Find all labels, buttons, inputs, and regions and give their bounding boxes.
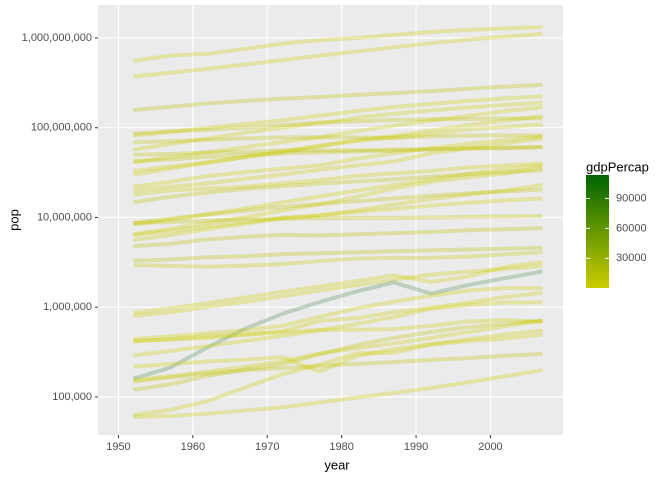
series-line: [133, 285, 543, 342]
series-line: [133, 300, 543, 358]
series-line: [132, 269, 543, 381]
series-line: [133, 114, 543, 173]
series-line: [133, 116, 543, 136]
series-line: [133, 264, 543, 318]
colorbar: [586, 175, 609, 288]
y-tick-label: 1,000,000: [43, 301, 92, 313]
y-tick-label: 100,000: [52, 391, 92, 403]
colorbar-label: 90000: [616, 192, 647, 204]
series-line: [133, 196, 543, 237]
series-line: [133, 105, 543, 165]
series-line: [133, 250, 543, 269]
series-line: [133, 187, 543, 225]
series-line: [133, 165, 543, 237]
series-line: [133, 245, 543, 263]
series-line: [133, 318, 543, 383]
y-tick-label: 1,000,000,000: [22, 32, 92, 44]
series-line: [133, 332, 543, 417]
series-line: [133, 133, 543, 145]
series-line: [133, 122, 543, 177]
x-tick-label: 1990: [404, 441, 428, 453]
series-line: [133, 318, 543, 344]
series-line: [133, 213, 543, 225]
series-line: [133, 328, 543, 374]
series-line: [133, 318, 543, 392]
plot-panel: [98, 5, 563, 435]
series-line: [133, 163, 543, 227]
colorbar-label: 30000: [616, 252, 647, 264]
x-tick-label: 1970: [255, 441, 279, 453]
x-tick-label: 1980: [329, 441, 353, 453]
series-line: [133, 259, 543, 315]
x-tick-label: 1960: [181, 441, 205, 453]
y-tick-label: 10,000,000: [37, 211, 92, 223]
series-line: [133, 136, 543, 193]
series-line: [133, 100, 543, 152]
series-line: [133, 368, 543, 419]
x-tick-label: 2000: [478, 441, 502, 453]
legend-title: gdpPercap: [586, 159, 649, 174]
series-line: [133, 144, 543, 164]
series-line: [133, 290, 543, 343]
series-line: [133, 183, 543, 243]
series-line: [133, 144, 543, 157]
series-line: [133, 161, 543, 197]
series-line: [133, 168, 543, 205]
series-line: [133, 134, 543, 189]
series-line: [133, 94, 543, 138]
y-tick-label: 100,000,000: [31, 122, 92, 134]
series-line: [133, 226, 543, 249]
y-axis-title: pop: [6, 209, 21, 231]
series-line: [133, 31, 543, 79]
series-line: [133, 82, 543, 112]
series-line: [133, 351, 543, 384]
x-tick-label: 1950: [106, 441, 130, 453]
series-line: [133, 25, 543, 63]
x-axis-title: year: [324, 457, 350, 472]
colorbar-label: 60000: [616, 222, 647, 234]
